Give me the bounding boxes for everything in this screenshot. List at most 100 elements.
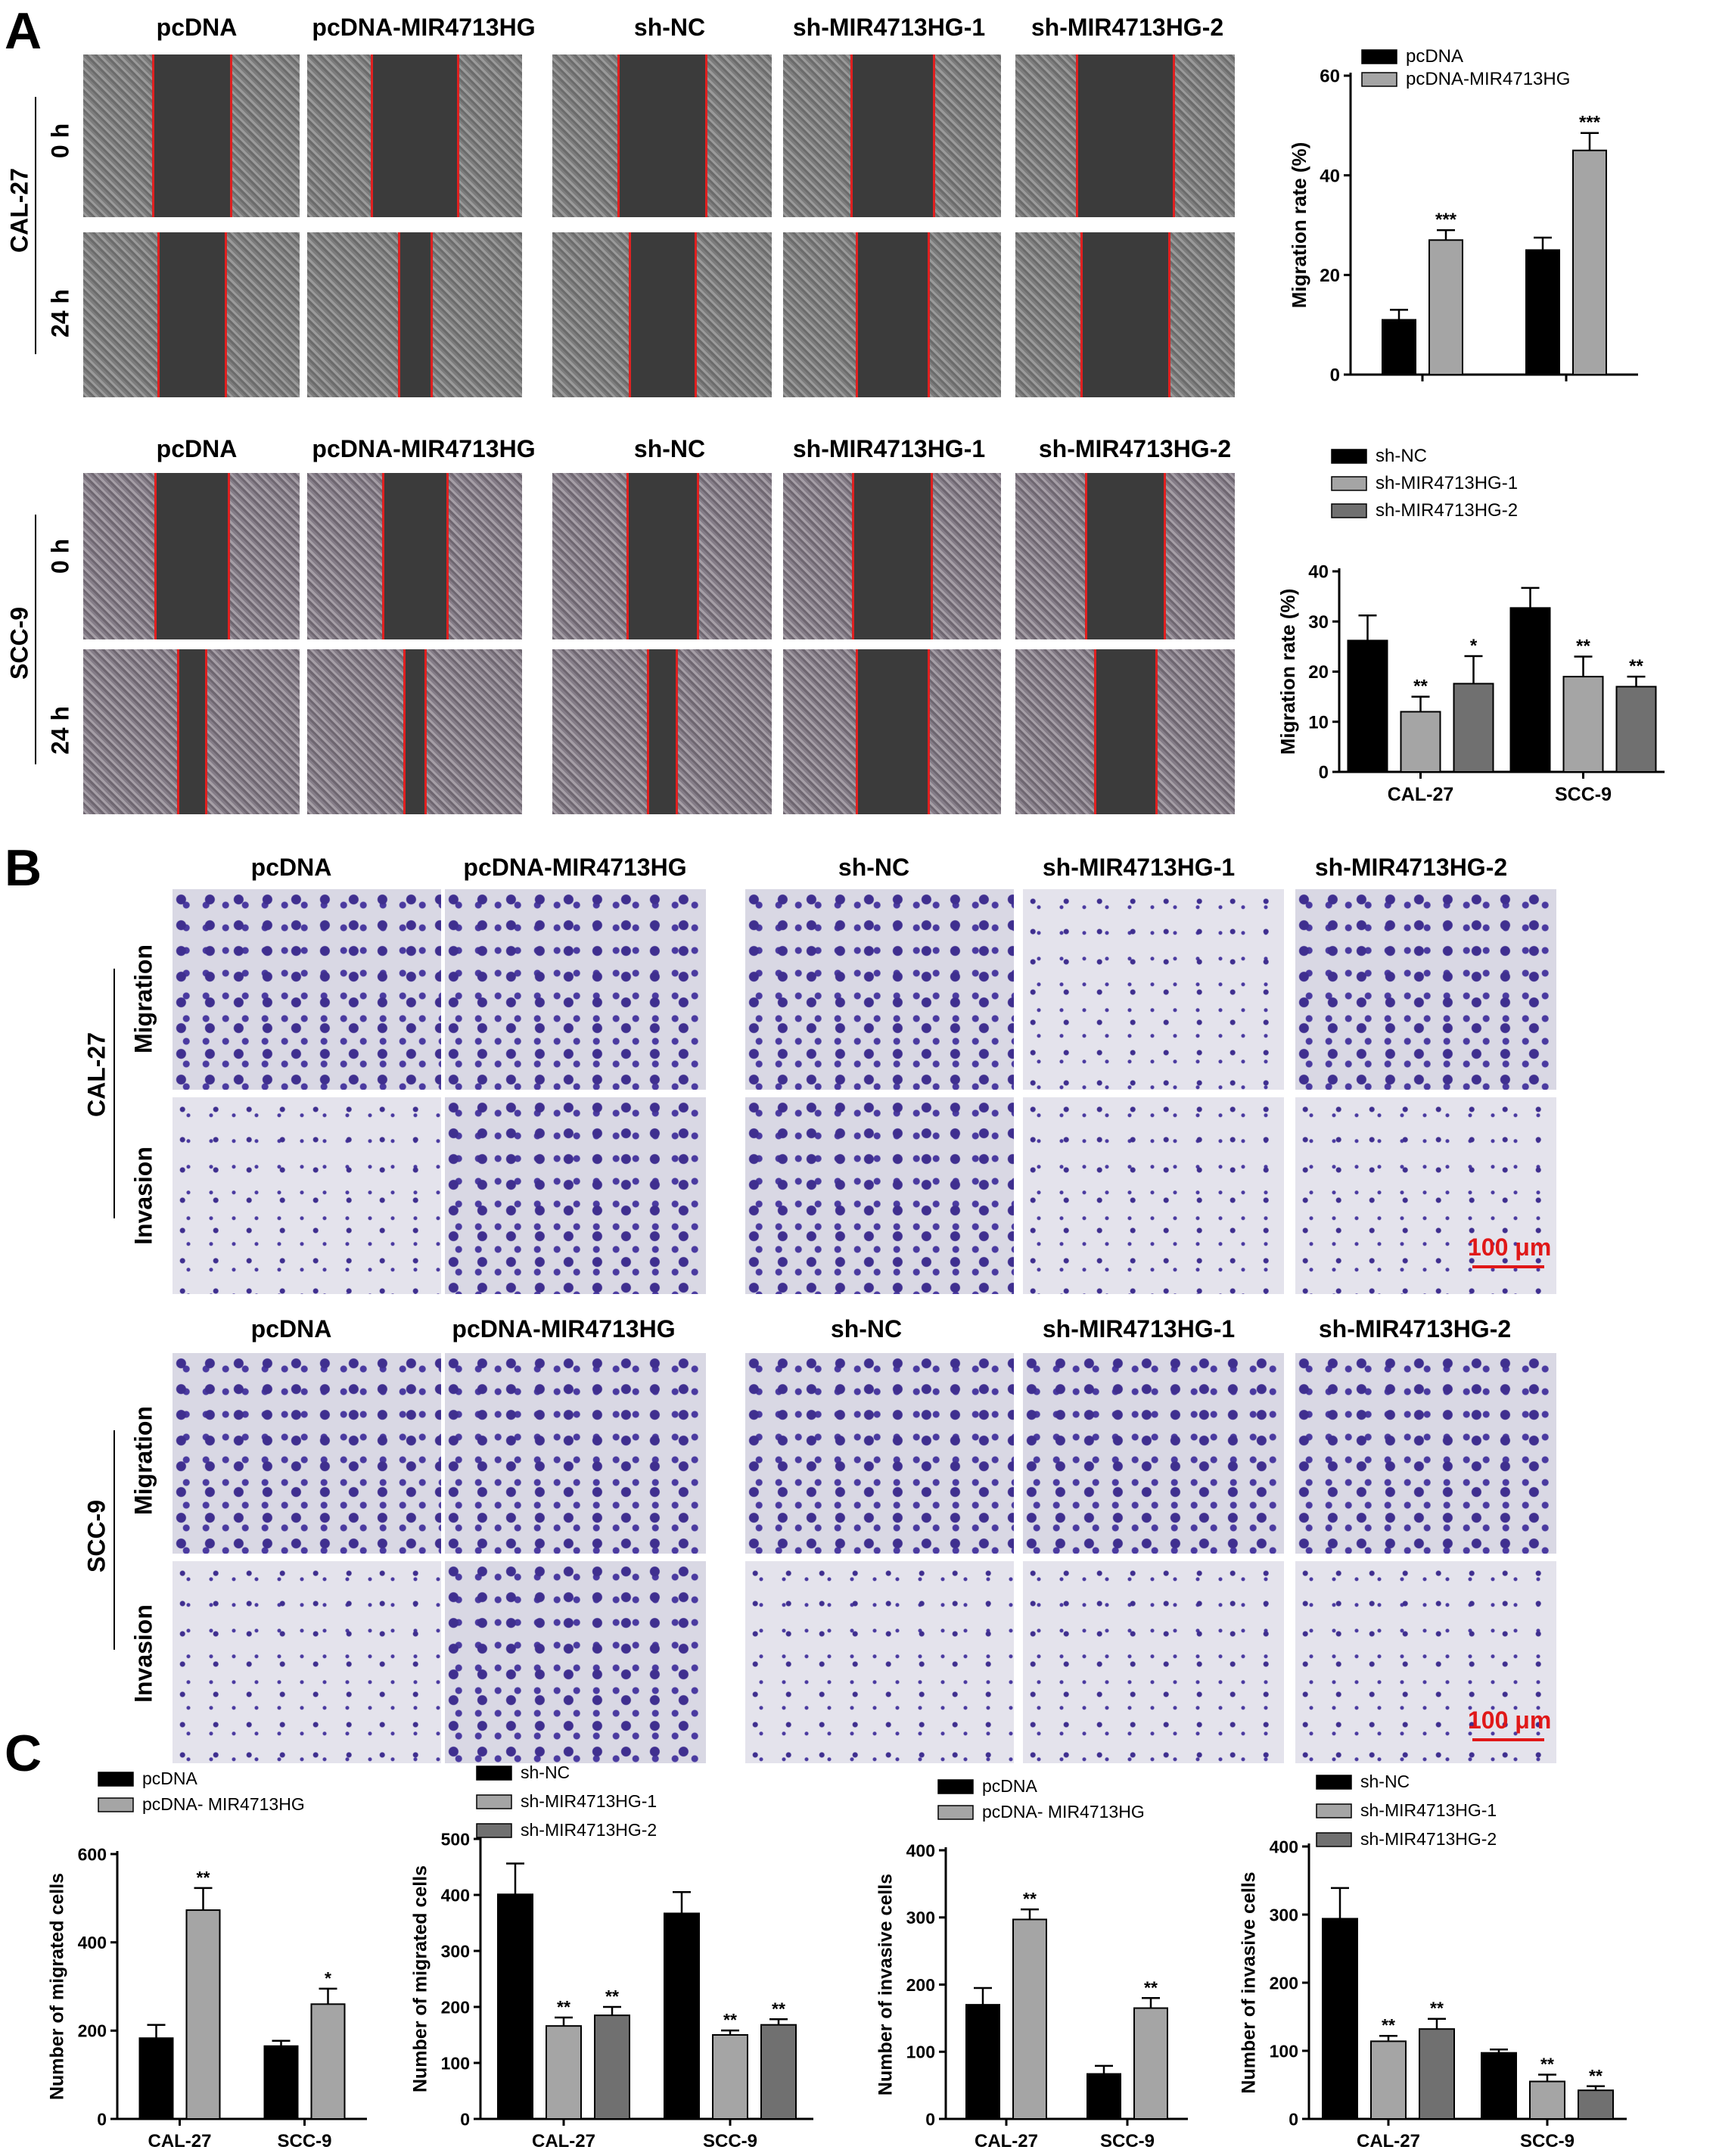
a-cal27-bracket: [35, 97, 36, 354]
a-scc9-0h-wound-edge-2-1: [382, 473, 384, 639]
a-scc9-0h-wound-edge-5-1: [1085, 473, 1087, 639]
b-scc9-header-1: pcDNA: [250, 1315, 332, 1342]
c3-y-tick-label-0: 0: [925, 2109, 935, 2129]
a2-bar-0-1: [1400, 711, 1441, 773]
a-scc9-0h-wound-edge-4-1: [852, 473, 854, 639]
a-cal27-24h-wound-edge-5-2: [1168, 232, 1170, 397]
c3-y-tick-label-3: 300: [906, 1908, 935, 1927]
c3-legend-swatch-0: [937, 1779, 974, 1794]
b-cal27-header-1: pcDNA: [250, 854, 332, 881]
c1-sig-1-1: *: [325, 1968, 331, 1988]
a-scc9-24h-tile-4: [783, 649, 1001, 814]
a-cal27-24h-wound-gap-2: [399, 232, 431, 397]
c2-sig-0-1: **: [557, 1997, 570, 2017]
a-cal27-header-3: sh-NC: [633, 14, 706, 41]
b-cal27-invasion-tile-3: [745, 1097, 1014, 1294]
b-cal27-scale-label: 100 μm: [1468, 1234, 1552, 1261]
c1-bar-0-0: [138, 2037, 174, 2120]
a-cal27-24h-tile-4: [783, 232, 1001, 397]
b-cal27-row-invasion: Invasion: [129, 1146, 157, 1245]
a2-y-tick-label-4: 40: [1308, 562, 1329, 583]
a-cal27-0h-wound-edge-5-1: [1076, 54, 1078, 217]
c4-x-tick-label-1: SCC-9: [1520, 2131, 1575, 2151]
c2-bar-0-1: [546, 2025, 582, 2120]
c4-y-axis-label: Number of invasive cells: [1239, 1871, 1260, 2093]
a-scc9-0h-tile-1: [83, 473, 300, 639]
a1-bar-1-1: [1572, 149, 1607, 375]
a-scc9-24h-wound-edge-2-1: [403, 649, 406, 814]
b-cal27-header-5: sh-MIR4713HG-2: [1314, 854, 1508, 881]
c3-legend-label-0: pcDNA: [982, 1776, 1038, 1796]
c4-y-tick-label-3: 300: [1270, 1905, 1298, 1924]
a1-y-tick-label-0: 0: [1330, 366, 1340, 386]
a-cal27-0h-wound-edge-1-2: [230, 54, 232, 217]
a-cal27-cell-line-label: CAL-27: [5, 167, 33, 254]
a-scc9-0h-tile-5: [1015, 473, 1235, 639]
a-cal27-24h-tile-3: [552, 232, 772, 397]
b-scc9-bracket: [113, 1430, 115, 1650]
c2-sig-1-2: **: [772, 1999, 785, 2018]
a-cal27-0h-wound-gap-2: [371, 54, 458, 217]
a-scc9-24h-tile-5: [1015, 649, 1235, 814]
a-scc9-bracket: [35, 515, 36, 764]
a-scc9-0h-wound-gap-1: [155, 473, 228, 639]
a2-sig-0-1: **: [1413, 677, 1428, 697]
b-cal27-migration-tile-5: [1295, 889, 1556, 1090]
a-scc9-24h-wound-edge-2-2: [424, 649, 427, 814]
a1-bar-0-1: [1428, 239, 1463, 375]
a-scc9-0h-wound-edge-2-2: [446, 473, 449, 639]
a1-sig-1-1: ***: [1579, 113, 1601, 133]
c3-x-tick-label-0: CAL-27: [975, 2131, 1038, 2151]
a-cal27-24h-tile-2: [307, 232, 522, 397]
c2-legend-swatch-1: [476, 1794, 512, 1809]
c3-legend-label-1: pcDNA- MIR4713HG: [982, 1802, 1145, 1822]
c3-y-tick-label-1: 100: [906, 2042, 935, 2062]
a-cal27-0h-wound-edge-1-1: [152, 54, 154, 217]
a-cal27-0h-wound-edge-4-1: [850, 54, 853, 217]
c1-bar-1-1: [310, 2003, 346, 2120]
c3-bar-1-1: [1133, 2007, 1168, 2120]
a-cal27-24h-wound-edge-4-2: [928, 232, 930, 397]
c4-y-tick-label-2: 200: [1270, 1973, 1298, 1993]
a-scc9-0h-wound-gap-5: [1086, 473, 1164, 639]
a-cal27-24h-wound-edge-2-1: [398, 232, 400, 397]
a1-bar-1-0: [1525, 249, 1560, 375]
c3-bar-0-1: [1012, 1918, 1047, 2120]
a2-bar-0-0: [1347, 639, 1388, 773]
c2-y-tick-label-5: 500: [441, 1829, 470, 1849]
a-cal27-0h-wound-edge-2-1: [371, 54, 373, 217]
a-cal27-24h-wound-edge-3-2: [695, 232, 697, 397]
a-scc9-24h-wound-gap-1: [178, 649, 206, 814]
c4-y-tick-label-0: 0: [1289, 2109, 1298, 2129]
c2-bar-1-0: [664, 1912, 700, 2120]
c1-x-tick-label-0: CAL-27: [148, 2131, 211, 2151]
a2-legend-swatch-0: [1331, 449, 1367, 464]
a1-sig-0-1: ***: [1435, 210, 1457, 230]
a-scc9-0h-tile-2: [307, 473, 522, 639]
c3-sig-1-1: **: [1144, 1977, 1158, 1997]
c3-x-tick-label-1: SCC-9: [1100, 2131, 1155, 2151]
a2-x-tick-label-1: SCC-9: [1555, 784, 1612, 805]
a2-legend-swatch-2: [1331, 503, 1367, 518]
a1-y-axis-label: Migration rate (%): [1288, 142, 1310, 309]
c4-sig-0-2: **: [1430, 1999, 1444, 2018]
a1-y-tick-label-3: 60: [1320, 67, 1340, 87]
c4-legend-label-2: sh-MIR4713HG-2: [1360, 1829, 1497, 1849]
a2-bar-1-0: [1509, 607, 1551, 773]
a2-y-tick-label-3: 30: [1308, 612, 1329, 633]
panel-a-label: A: [5, 2, 42, 60]
a1-bar-0-0: [1382, 319, 1416, 376]
a2-legend-label-2: sh-MIR4713HG-2: [1376, 500, 1518, 521]
a-scc9-header-2: pcDNA-MIR4713HG: [312, 435, 536, 462]
c2-legend-swatch-0: [476, 1766, 512, 1781]
a-cal27-24h-wound-edge-1-1: [157, 232, 160, 397]
c4-legend-swatch-0: [1316, 1775, 1352, 1790]
c2-legend-label-1: sh-MIR4713HG-1: [521, 1791, 657, 1811]
a2-y-tick-label-0: 0: [1319, 763, 1329, 783]
a-scc9-row-24h: 24 h: [46, 705, 74, 755]
c1-y-axis-label: Number of migrated cells: [47, 1873, 68, 2100]
c2-legend-label-0: sh-NC: [521, 1763, 570, 1782]
a-cal27-row-24h: 24 h: [46, 288, 74, 338]
a-scc9-header-3: sh-NC: [633, 435, 706, 462]
c4-bar-1-1: [1529, 2080, 1565, 2120]
